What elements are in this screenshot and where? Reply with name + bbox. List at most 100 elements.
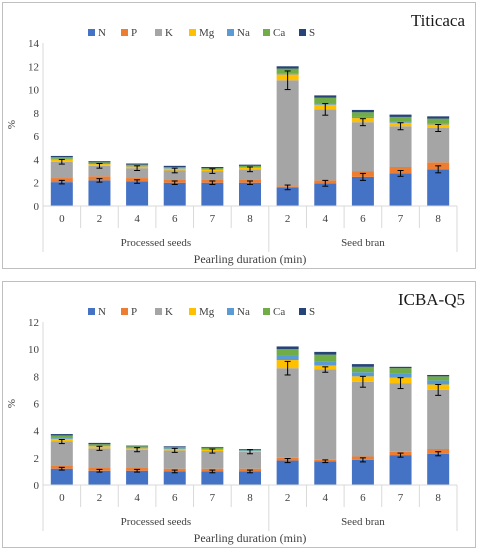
chart-title: ICBA-Q5 xyxy=(397,290,465,309)
x-tick-label: 7 xyxy=(398,492,404,504)
bar-n-2 xyxy=(126,181,149,206)
bar-ca-0 xyxy=(50,435,73,438)
bar-k-3 xyxy=(163,450,186,469)
legend-label-p: P xyxy=(131,306,137,318)
bars xyxy=(50,346,450,485)
bar-n-9 xyxy=(389,455,412,485)
y-axis-label: % xyxy=(6,120,18,129)
legend-label-ca: Ca xyxy=(273,27,285,39)
legend: N P K Mg Na Ca S xyxy=(88,27,315,39)
bar-s-10 xyxy=(427,116,450,119)
bar-n-1 xyxy=(88,470,111,485)
x-tick-label: 0 xyxy=(59,492,65,504)
y-tick-label: 6 xyxy=(34,399,40,411)
bar-k-4 xyxy=(201,451,224,469)
bar-s-1 xyxy=(88,442,111,445)
bar-n-5 xyxy=(239,471,261,485)
x-tick-label: 8 xyxy=(435,492,441,504)
chart-title: Titicaca xyxy=(410,11,465,30)
bar-n-6 xyxy=(276,460,299,485)
bar-na-9 xyxy=(389,373,412,378)
bar-ca-0 xyxy=(50,157,73,159)
bar-k-5 xyxy=(239,451,261,469)
bar-ca-5 xyxy=(239,165,261,167)
bar-s-4 xyxy=(201,166,224,169)
bar-ca-8 xyxy=(351,112,374,117)
bar-na-0 xyxy=(50,437,73,439)
x-tick-label: 6 xyxy=(172,492,178,504)
bar-s-0 xyxy=(50,155,73,158)
bar-n-5 xyxy=(239,182,261,206)
x-group-label: Seed bran xyxy=(341,237,385,249)
bar-ca-7 xyxy=(314,97,337,104)
bar-k-3 xyxy=(163,170,186,180)
bar-ca-8 xyxy=(351,366,374,373)
legend-swatch-s xyxy=(299,29,306,36)
bar-n-0 xyxy=(50,468,73,485)
bar-na-6 xyxy=(276,355,299,361)
legend-swatch-na xyxy=(227,29,234,36)
bar-k-4 xyxy=(201,171,224,180)
legend-swatch-n xyxy=(88,29,95,36)
legend-swatch-mg xyxy=(189,29,196,36)
y-tick-label: 0 xyxy=(34,201,40,213)
legend-label-k: K xyxy=(165,27,173,39)
bar-n-2 xyxy=(126,470,149,485)
bar-na-8 xyxy=(351,372,374,377)
bar-n-8 xyxy=(351,459,374,485)
bar-k-7 xyxy=(314,109,337,181)
bar-s-10 xyxy=(427,374,450,377)
bar-ca-1 xyxy=(88,162,111,164)
y-tick-label: 0 xyxy=(34,480,40,492)
x-tick-label: 7 xyxy=(210,492,216,504)
bar-k-10 xyxy=(427,389,450,450)
bar-ca-3 xyxy=(163,166,186,169)
bar-s-5 xyxy=(239,164,261,166)
legend-label-na: Na xyxy=(237,306,250,318)
bar-s-8 xyxy=(351,364,374,367)
chart-icba-q5: N P K Mg Na Ca S 0 2 4 6 8 10 12% 0 2 4 6 7 8 2 4 6 7 8 Processed… xyxy=(6,306,458,545)
x-tick-label: 6 xyxy=(172,213,178,225)
bar-k-9 xyxy=(389,126,412,167)
bar-ca-10 xyxy=(427,376,450,381)
bar-s-9 xyxy=(389,114,412,117)
legend-swatch-s xyxy=(299,308,306,315)
legend-swatch-p xyxy=(121,29,128,36)
y-tick-label: 2 xyxy=(34,178,40,190)
x-tick-label: 6 xyxy=(360,213,366,225)
bar-s-8 xyxy=(351,109,374,113)
bar-na-10 xyxy=(427,380,450,385)
bar-n-8 xyxy=(351,176,374,206)
bar-n-7 xyxy=(314,183,337,206)
x-tick-label: 6 xyxy=(360,492,366,504)
bar-s-7 xyxy=(314,95,337,98)
legend-swatch-ca xyxy=(263,29,270,36)
x-tick-label: 8 xyxy=(247,492,253,504)
bar-s-2 xyxy=(126,445,149,447)
bar-k-6 xyxy=(276,80,299,187)
bar-na-8 xyxy=(351,116,374,119)
bar-ca-2 xyxy=(126,164,149,166)
x-tick-label: 8 xyxy=(247,213,253,225)
x-tick-label: 4 xyxy=(134,492,140,504)
bar-na-7 xyxy=(314,361,337,366)
bar-k-8 xyxy=(351,381,374,457)
bar-k-6 xyxy=(276,368,299,458)
x-tick-label: 7 xyxy=(398,213,404,225)
legend-swatch-ca xyxy=(263,308,270,315)
bar-k-2 xyxy=(126,168,149,179)
bar-k-7 xyxy=(314,369,337,460)
legend-label-s: S xyxy=(309,306,315,318)
bar-s-1 xyxy=(88,161,111,163)
bar-s-7 xyxy=(314,351,337,355)
bar-s-3 xyxy=(163,165,186,167)
bar-ca-7 xyxy=(314,354,337,362)
legend-label-s: S xyxy=(309,27,315,39)
bar-na-10 xyxy=(427,123,450,125)
bar-ca-9 xyxy=(389,116,412,122)
bar-s-6 xyxy=(276,66,299,69)
bar-k-8 xyxy=(351,122,374,172)
bar-k-2 xyxy=(126,449,149,469)
legend-swatch-p xyxy=(121,308,128,315)
y-tick-label: 10 xyxy=(28,85,40,97)
